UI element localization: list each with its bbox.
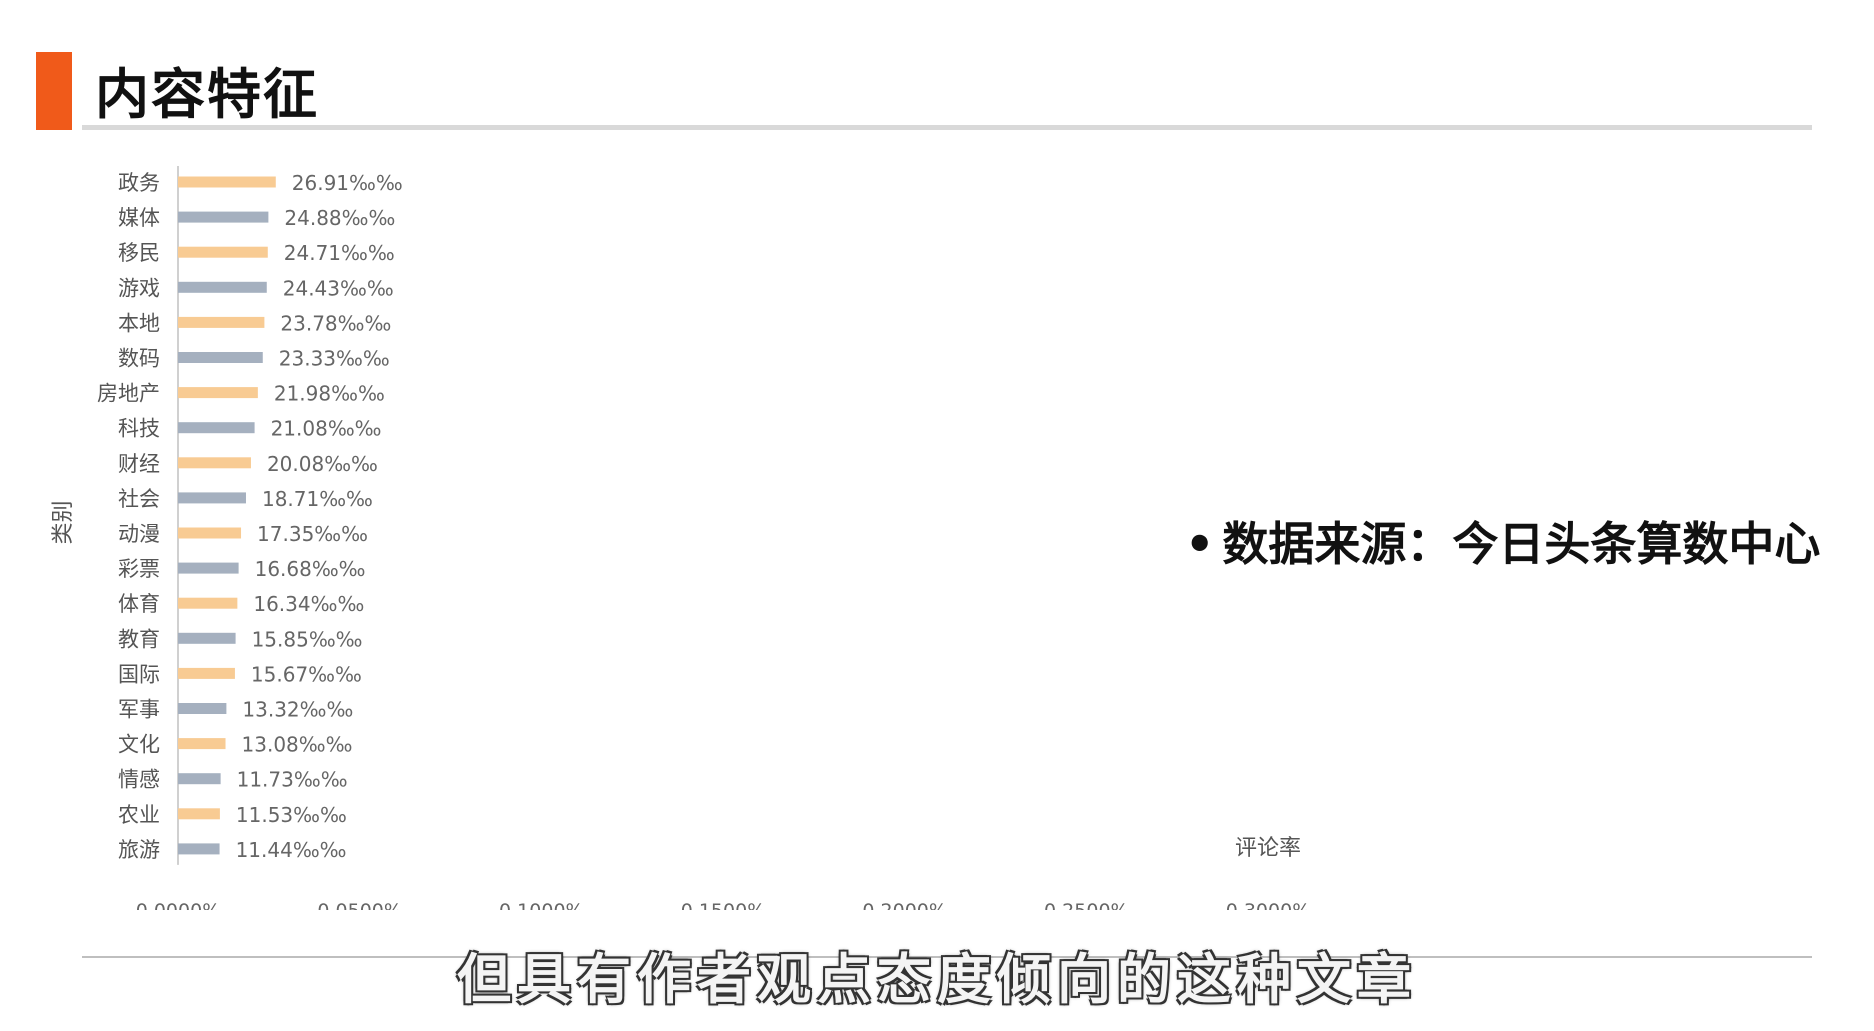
bar [178, 422, 255, 434]
category-label: 科技 [118, 417, 160, 441]
bar [178, 738, 226, 750]
category-label: 房地产 [97, 382, 160, 406]
category-label: 教育 [118, 627, 160, 651]
category-label: 农业 [118, 803, 160, 827]
category-label: 军事 [118, 698, 160, 722]
bar [178, 246, 268, 258]
bar [178, 176, 276, 188]
data-label: 23.78‰‰ [280, 311, 391, 335]
data-label: 20.08‰‰ [267, 452, 378, 476]
bar [178, 352, 263, 363]
data-label: 21.98‰‰ [274, 382, 385, 406]
video-subtitle: 但具有作者观点态度倾向的这种文章 [457, 948, 1417, 1011]
category-label: 数码 [118, 347, 160, 371]
title-divider [82, 125, 1812, 130]
category-label: 财经 [118, 452, 160, 476]
category-label: 社会 [118, 487, 160, 511]
x-tick-label: 0.0500% [317, 900, 402, 910]
category-label: 动漫 [118, 522, 160, 546]
data-label: 13.32‰‰ [242, 698, 353, 722]
category-label: 国际 [118, 662, 160, 686]
data-source-text: 数据来源：今日头条算数中心 [1222, 517, 1821, 571]
bar [178, 211, 269, 223]
x-tick-label: 0.2500% [1044, 900, 1129, 910]
bar [178, 703, 227, 714]
data-label: 21.08‰‰ [271, 417, 382, 441]
bar [178, 492, 246, 504]
data-label: 24.88‰‰ [284, 206, 395, 230]
data-label: 17.35‰‰ [257, 522, 368, 546]
data-label: 11.44‰‰ [236, 838, 347, 862]
bar [178, 562, 239, 574]
category-label: 情感 [118, 768, 160, 792]
category-label: 政务 [118, 171, 160, 195]
data-label: 13.08‰‰ [242, 733, 353, 757]
x-tick-label: 0.2000% [862, 900, 947, 910]
category-label: 媒体 [118, 206, 160, 230]
x-tick-label: 0.1000% [499, 900, 584, 910]
bar [178, 667, 235, 679]
data-label: 15.67‰‰ [251, 662, 362, 686]
category-label: 游戏 [118, 276, 160, 300]
data-label: 15.85‰‰ [252, 627, 363, 651]
bar [178, 773, 221, 785]
category-label: 文化 [118, 733, 160, 757]
bar [178, 808, 220, 820]
category-label: 旅游 [118, 838, 160, 862]
title-accent-bar [36, 52, 72, 130]
bar [178, 632, 236, 644]
data-label: 16.34‰‰ [253, 592, 364, 616]
data-label: 23.33‰‰ [279, 347, 390, 371]
category-label: 本地 [118, 311, 160, 335]
slide-title: 内容特征 [95, 63, 319, 126]
bar [178, 527, 242, 539]
data-label: 18.71‰‰ [262, 487, 373, 511]
bar [178, 597, 238, 609]
category-label: 移民 [118, 241, 160, 265]
category-label: 体育 [118, 592, 160, 616]
x-tick-label: 0.1500% [681, 900, 766, 910]
data-label: 24.43‰‰ [283, 276, 394, 300]
data-label: 16.68‰‰ [255, 557, 366, 581]
data-label: 24.71‰‰ [284, 241, 395, 265]
x-tick-label: 0.0000% [136, 900, 221, 910]
data-label: 11.73‰‰ [237, 768, 348, 792]
x-axis-title: 评论率 [1235, 836, 1301, 861]
bar [178, 387, 258, 399]
bullet-icon: • [1185, 517, 1215, 571]
bar [178, 281, 267, 293]
bar [178, 316, 265, 328]
x-tick-label: 0.3000% [1226, 900, 1311, 910]
y-axis-title: 类别 [51, 500, 76, 544]
category-label: 彩票 [118, 557, 160, 581]
comment-rate-bar-chart: 政务 26.91‰‰ 媒体 24.88‰‰ 移民 24.71‰‰ 游戏 24.43‰‰ 本地 23… [51, 166, 1311, 910]
bar [178, 457, 251, 469]
data-label: 26.91‰‰ [292, 171, 403, 195]
data-label: 11.53‰‰ [236, 803, 347, 827]
bar [178, 843, 220, 855]
data-source-note: • 数据来源：今日头条算数中心 [1185, 508, 1820, 574]
bottom-divider [82, 956, 1812, 958]
